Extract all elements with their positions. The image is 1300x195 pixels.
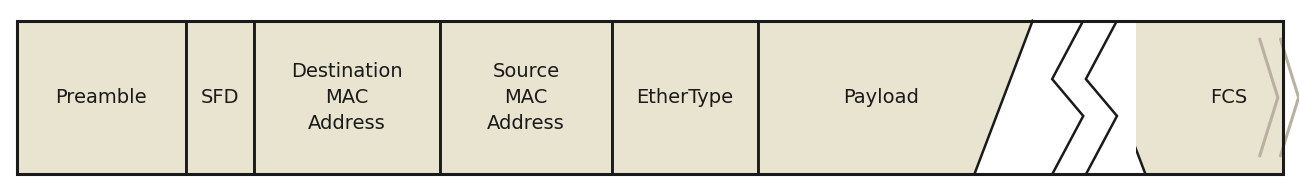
Text: FCS: FCS [1210,88,1248,107]
Text: Payload: Payload [842,88,919,107]
Polygon shape [758,21,1032,174]
Polygon shape [1087,21,1283,174]
Polygon shape [612,21,758,174]
Text: SFD: SFD [200,88,239,107]
Text: Destination
MAC
Address: Destination MAC Address [291,62,403,133]
Text: EtherType: EtherType [637,88,733,107]
Polygon shape [186,21,255,174]
Polygon shape [1032,11,1136,184]
Polygon shape [255,21,439,174]
Polygon shape [439,21,612,174]
Polygon shape [17,21,186,174]
Text: Source
MAC
Address: Source MAC Address [488,62,566,133]
Text: Preamble: Preamble [56,88,147,107]
